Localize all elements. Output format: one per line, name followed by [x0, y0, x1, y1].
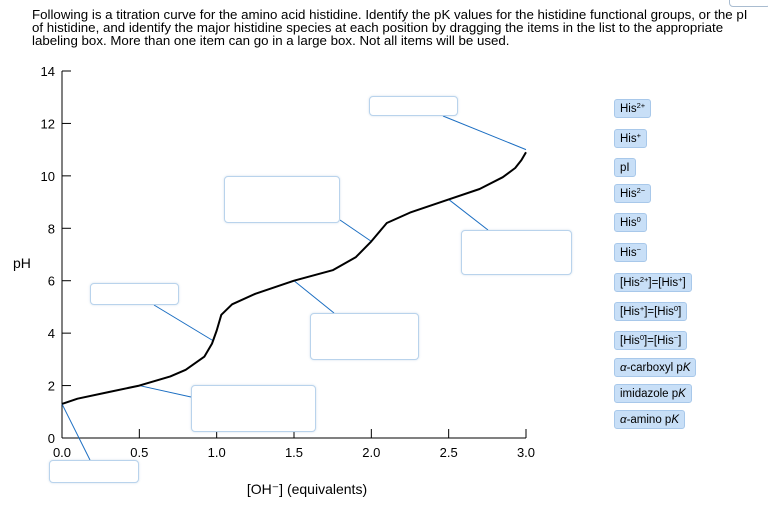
- corner-tab[interactable]: [729, 0, 768, 7]
- tile-his-0-sup: 0: [636, 215, 641, 224]
- y-tick-label: 14: [41, 64, 55, 79]
- connector-box-start: [61, 403, 91, 461]
- tile-his-2plus-sup: 2+: [636, 101, 646, 110]
- tile-his-minus-base: His: [620, 247, 637, 259]
- x-tick-label: 0.0: [53, 445, 71, 460]
- instructions-text: Following is a titration curve for the a…: [32, 7, 748, 48]
- x-axis-title: [OH⁻] (equivalents): [247, 481, 367, 497]
- tile-his-2minus-base: His: [620, 188, 637, 200]
- connector-box-mid: [293, 280, 335, 314]
- x-tick-label: 3.0: [517, 445, 535, 460]
- tile-his0-eq-hisminus[interactable]: [His0]=[His−]: [614, 331, 688, 350]
- y-tick-label: 10: [41, 169, 55, 184]
- y-tick-label: 6: [48, 274, 55, 289]
- y-tick-label: 4: [48, 326, 55, 341]
- x-tick-label: 2.0: [362, 445, 380, 460]
- drop-box-mid[interactable]: [310, 313, 419, 360]
- tile-pi-base: pI: [620, 162, 630, 174]
- y-tick-label: 12: [41, 116, 55, 131]
- drop-box-pi[interactable]: [90, 283, 179, 305]
- tile-his-2plus-base: His: [620, 103, 637, 115]
- x-tick-label: 2.5: [440, 445, 458, 460]
- y-tick-label: 8: [48, 221, 55, 236]
- drop-box-pk3[interactable]: [224, 176, 340, 223]
- tile-his-0[interactable]: His0: [614, 213, 647, 232]
- tile-his-2minus[interactable]: His2−: [614, 184, 652, 203]
- drop-box-pk1[interactable]: [191, 385, 316, 432]
- tile-his2plus-eq-hisplus[interactable]: [His2+]=[His+]: [614, 273, 692, 292]
- tile-his-plus-base: His: [620, 133, 637, 145]
- y-tick-label: 2: [48, 379, 55, 394]
- tile-his-2plus[interactable]: His2+: [614, 99, 652, 118]
- tile-his-minus[interactable]: His−: [614, 243, 648, 262]
- tile-his-0-base: His: [620, 217, 637, 229]
- tile-alpha-carboxyl-pk[interactable]: α-carboxyl pK: [614, 358, 697, 377]
- tile-his-minus-sup: −: [636, 245, 642, 254]
- tile-his-plus[interactable]: His+: [614, 129, 648, 148]
- titration-curve: [61, 151, 527, 405]
- tile-imidazole-pk[interactable]: imidazole pK: [614, 384, 692, 403]
- x-tick-label: 1.0: [208, 445, 226, 460]
- connector-box-end: [442, 115, 527, 151]
- titration-curve-line: [61, 151, 527, 405]
- tile-hisplus-eq-his0[interactable]: [His+]=[His0]: [614, 302, 688, 321]
- drop-box-end[interactable]: [369, 96, 458, 116]
- connector-box-pk4: [448, 199, 489, 231]
- tile-pi[interactable]: pI: [614, 158, 636, 177]
- connector-box-pi: [153, 304, 214, 342]
- drop-box-pk4[interactable]: [461, 230, 572, 275]
- connector-lines: [61, 115, 527, 461]
- chart-axes: 0 2 4 6 8 10 12 14 0.0 0.5 1.0 1.5 2.0 2.5 3.0 pH [OH⁻] …: [13, 64, 535, 497]
- y-axis-title: pH: [13, 255, 31, 271]
- tile-his-plus-sup: +: [636, 131, 642, 140]
- drop-box-start[interactable]: [49, 460, 139, 483]
- y-tick-label: 0: [48, 431, 55, 446]
- connector-box-pk1: [139, 385, 192, 398]
- tile-alpha-amino-pk[interactable]: α-amino pK: [614, 410, 685, 429]
- tile-his-2minus-sup: 2−: [636, 186, 646, 195]
- x-tick-label: 1.5: [285, 445, 303, 460]
- connector-box-pk3: [339, 219, 372, 242]
- x-tick-label: 0.5: [130, 445, 148, 460]
